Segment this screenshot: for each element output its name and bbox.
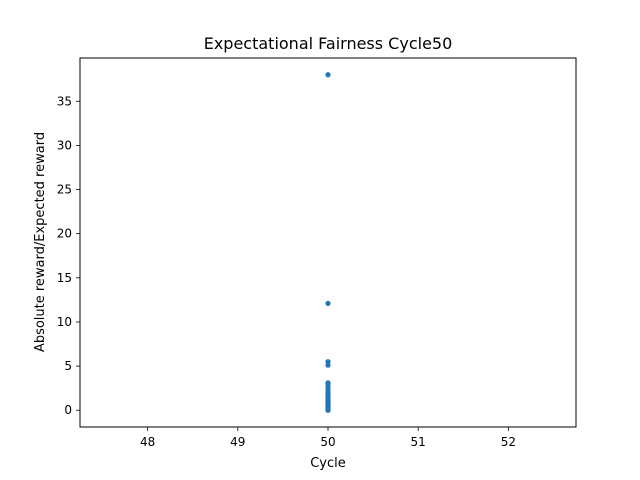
data-point — [325, 72, 331, 78]
x-tick-label: 50 — [320, 435, 335, 449]
y-tick-label: 0 — [64, 403, 72, 417]
x-axis-label: Cycle — [310, 456, 346, 471]
chart-title: Expectational Fairness Cycle50 — [204, 34, 453, 53]
axes-frame — [79, 57, 577, 428]
x-tick-label: 51 — [411, 435, 426, 449]
y-axis-ticks: 0 5 10 15 20 25 30 35 — [57, 94, 80, 417]
x-axis-ticks: 48 49 50 51 52 — [140, 427, 516, 449]
data-points — [325, 72, 331, 413]
y-tick-label: 25 — [57, 183, 72, 197]
y-tick-label: 35 — [57, 94, 72, 108]
x-tick-label: 52 — [501, 435, 516, 449]
y-tick-label: 10 — [57, 315, 72, 329]
data-point — [325, 407, 331, 413]
y-tick-label: 15 — [57, 271, 72, 285]
plot-area: 48 49 50 51 52 0 5 10 15 20 25 30 35 — [57, 57, 577, 449]
x-tick-label: 48 — [140, 435, 155, 449]
y-tick-label: 5 — [64, 359, 72, 373]
y-axis-label: Absolute reward/Expected reward — [33, 132, 48, 352]
y-tick-label: 20 — [57, 227, 72, 241]
x-tick-label: 49 — [230, 435, 245, 449]
data-point — [325, 300, 331, 307]
y-tick-label: 30 — [57, 138, 72, 152]
data-point — [325, 362, 331, 368]
